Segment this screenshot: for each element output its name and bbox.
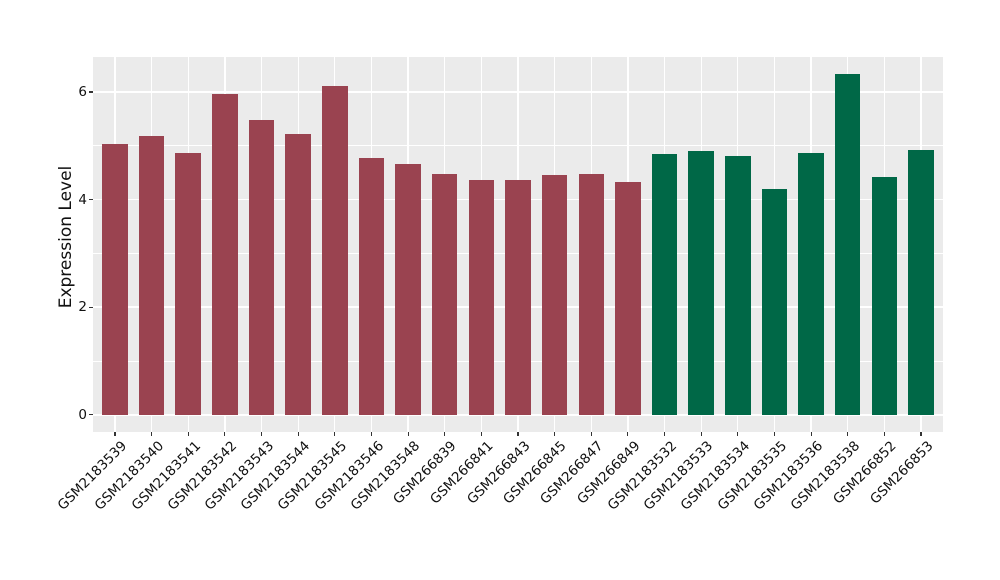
x-tick: [517, 432, 519, 436]
bar-GSM266853: [908, 150, 934, 415]
bar-GSM266845: [541, 175, 568, 415]
bar-GSM2183538: [834, 74, 861, 415]
bar-GSM2183545: [322, 85, 348, 415]
x-tick: [847, 432, 849, 436]
x-tick: [810, 432, 812, 436]
y-tick: [89, 306, 93, 308]
y-tick-label: 0: [78, 406, 87, 423]
x-tick: [554, 432, 556, 436]
gridline-major: [93, 91, 943, 93]
bar-GSM2183535: [761, 188, 788, 415]
bar-GSM266841: [468, 180, 495, 415]
x-tick: [260, 432, 263, 436]
bar-GSM2183543: [248, 119, 275, 415]
bar-GSM2183539: [102, 144, 128, 415]
y-tick: [89, 199, 93, 201]
x-tick: [773, 432, 776, 436]
x-tick: [920, 432, 922, 436]
bar-GSM266847: [578, 173, 605, 415]
x-tick: [883, 432, 885, 436]
y-tick: [89, 91, 93, 93]
bar-GSM266852: [871, 177, 898, 415]
x-tick: [590, 432, 592, 436]
bar-GSM2183534: [725, 156, 751, 415]
x-tick: [627, 432, 629, 436]
x-tick: [370, 432, 372, 436]
bar-GSM2183541: [175, 152, 201, 415]
bar-GSM2183532: [651, 153, 678, 415]
bar-GSM2183540: [138, 136, 165, 415]
bar-GSM266849: [615, 181, 641, 415]
x-tick: [224, 432, 226, 436]
y-tick-label: 6: [78, 84, 87, 100]
bar-GSM2183533: [688, 151, 714, 415]
x-tick: [187, 432, 189, 436]
x-tick: [297, 432, 299, 436]
x-tick: [664, 432, 666, 436]
bar-GSM2183542: [212, 94, 238, 415]
bar-GSM2183548: [395, 164, 421, 415]
gridline-minor: [93, 145, 943, 147]
bar-GSM2183536: [798, 152, 824, 415]
y-tick-label: 2: [78, 299, 87, 316]
x-tick: [700, 432, 702, 436]
gridline-major: [93, 414, 943, 416]
x-tick: [480, 432, 482, 436]
bar-GSM266843: [505, 179, 531, 415]
y-tick: [89, 414, 93, 416]
y-tick-label: 4: [78, 191, 87, 208]
x-tick: [151, 432, 153, 436]
x-tick: [444, 432, 446, 436]
bar-GSM2183546: [358, 158, 385, 415]
x-tick: [114, 432, 116, 436]
x-tick: [407, 432, 409, 436]
x-tick: [737, 432, 739, 436]
y-axis-title: Expression Level: [56, 165, 76, 308]
bar-GSM2183544: [285, 133, 311, 415]
bar-GSM266839: [431, 173, 458, 415]
x-tick: [334, 432, 336, 436]
